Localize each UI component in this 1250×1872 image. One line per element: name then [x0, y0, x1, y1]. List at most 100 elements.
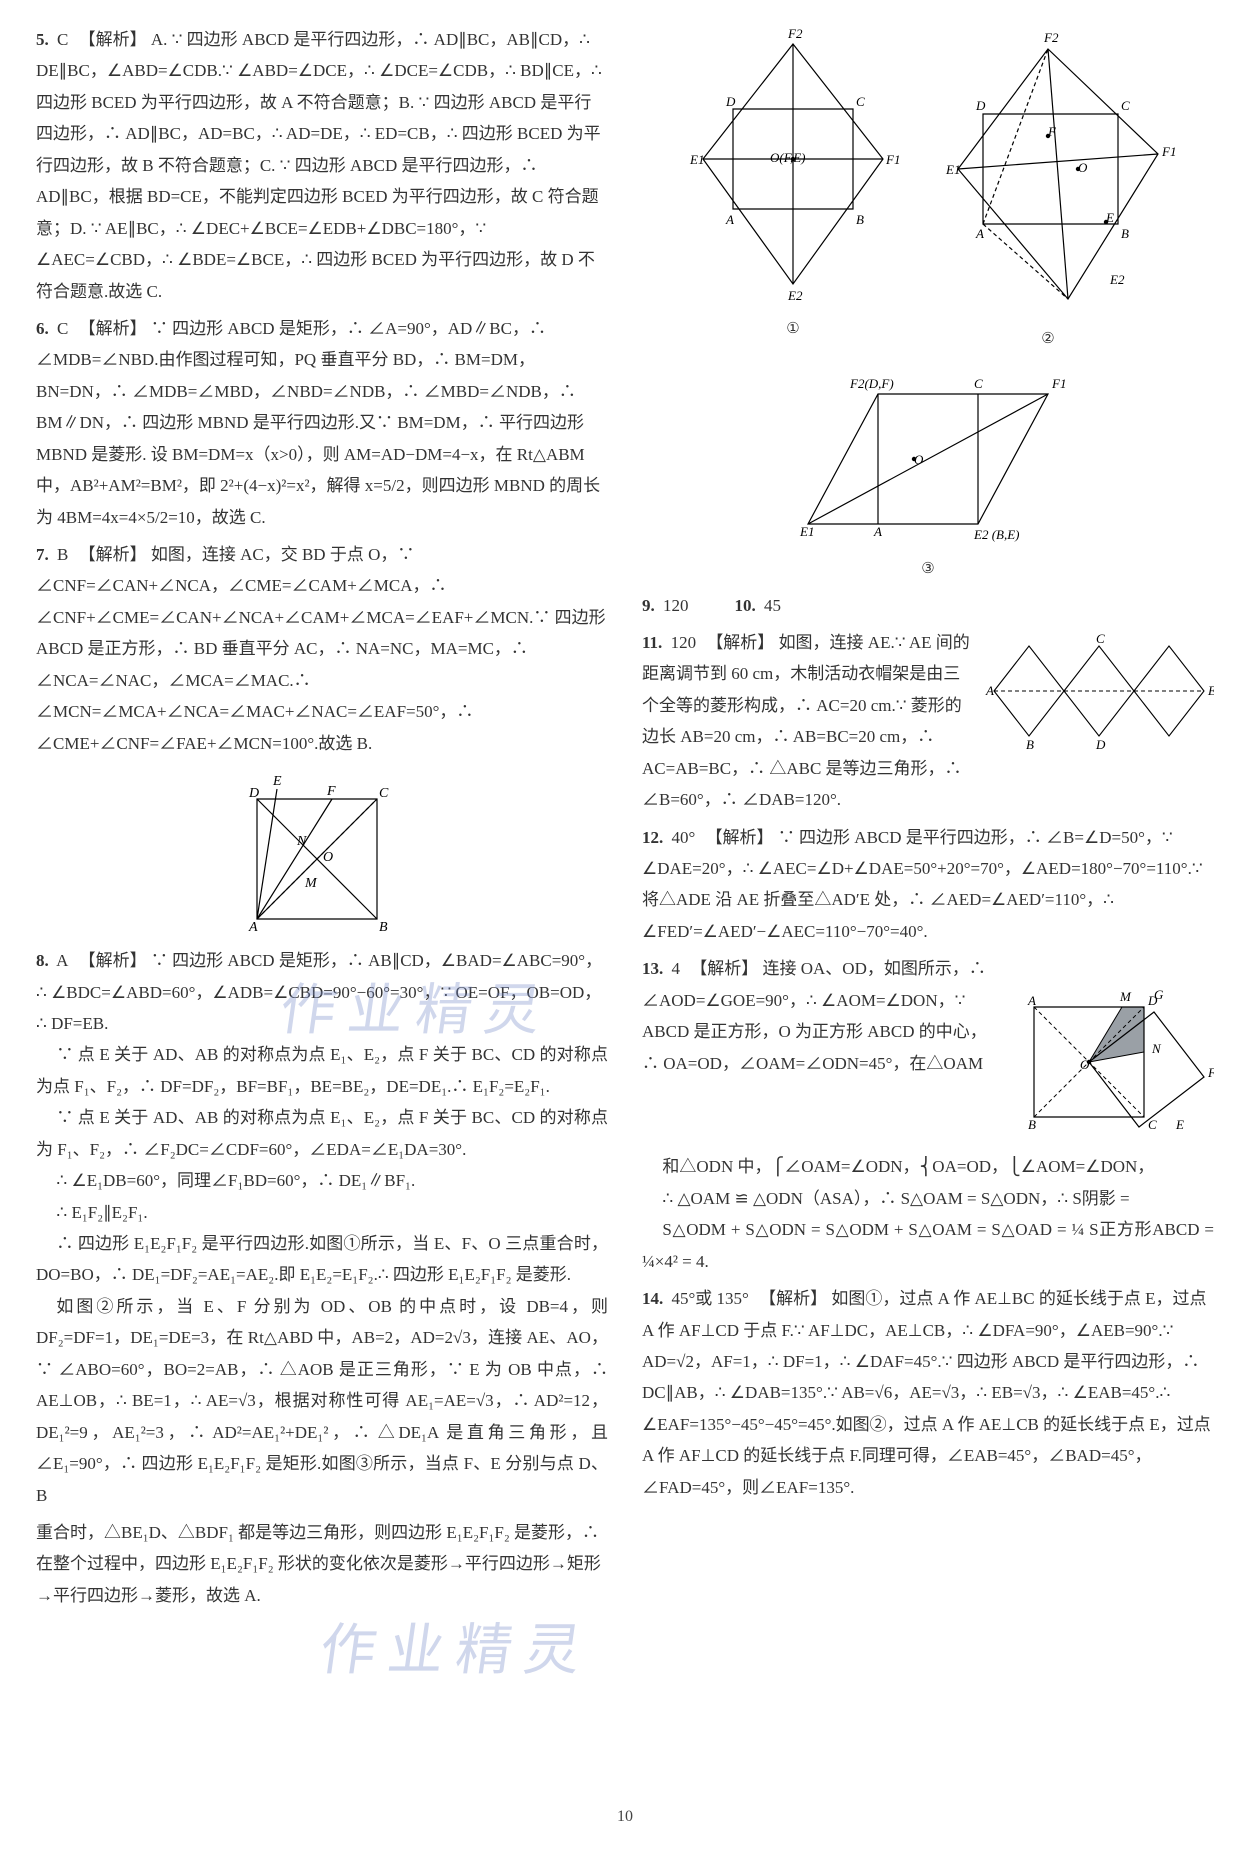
item-12-tag: 【解析】: [706, 828, 774, 847]
svg-text:C: C: [1148, 1117, 1157, 1132]
svg-text:F1: F1: [885, 152, 900, 167]
item-5: 5. C 【解析】 A. ∵ 四边形 ABCD 是平行四边形，∴ AD∥BC，A…: [36, 24, 608, 307]
item-8-p2: ∵ 点 E 关于 AD、AB 的对称点为点 E₁、E₂，点 F 关于 BC、CD…: [36, 1039, 608, 1102]
svg-text:E2 (B,E): E2 (B,E): [973, 527, 1019, 542]
svg-text:O: O: [914, 452, 924, 467]
svg-text:E2: E2: [787, 288, 803, 303]
svg-text:O: O: [1080, 1057, 1090, 1072]
item-11-ans: 120: [671, 633, 697, 652]
item-8-continuation: 重合时，△BE₁D、△BDF₁ 都是等边三角形，则四边形 E₁E₂F₁F₂ 是菱…: [36, 1523, 601, 1605]
item-11-num: 11.: [642, 633, 662, 652]
svg-text:A: A: [985, 683, 994, 698]
svg-text:C: C: [856, 94, 865, 109]
page-columns: 5. C 【解析】 A. ∵ 四边形 ABCD 是平行四边形，∴ AD∥BC，A…: [36, 24, 1214, 1784]
item-7: 7. B 【解析】 如图，连接 AC，交 BD 于点 O，∵ ∠CNF=∠CAN…: [36, 539, 608, 759]
row-9-10: 9. 120 10. 45: [642, 590, 1214, 627]
item-6-ans: C: [57, 319, 68, 338]
item-8-p6: ∴ 四边形 E₁E₂F₁F₂ 是平行四边形.如图①所示，当 E、F、O 三点重合…: [36, 1228, 608, 1291]
item-7-ans: B: [57, 545, 68, 564]
svg-text:E2: E2: [1109, 272, 1125, 287]
item-8-cont: 重合时，△BE₁D、△BDF₁ 都是等边三角形，则四边形 E₁E₂F₁F₂ 是菱…: [36, 1517, 608, 1611]
item-13-text-d: S△ODM + S△ODN = S△ODM + S△OAM = S△OAD = …: [642, 1214, 1214, 1277]
svg-text:A: A: [248, 920, 258, 935]
figure-q8-row1: ABCDE1F1F2E2O(F,E) ① ABCDE1F1F2E2OEF ②: [642, 24, 1214, 354]
svg-text:M: M: [1119, 989, 1132, 1004]
svg-text:N: N: [296, 834, 307, 849]
item-11: ABCDE 11. 120 【解析】 如图，连接 AE.∵ AE 间的距离调节到…: [642, 627, 1214, 816]
item-8-p5: ∴ E₁F₂∥E₂F₁.: [36, 1197, 608, 1228]
item-13: ABCDOMNEFG 13. 4 【解析】 连接 OA、OD，如图所示，∴ ∠A…: [642, 953, 1214, 1277]
svg-text:F2: F2: [1043, 30, 1059, 45]
svg-text:E1: E1: [945, 162, 960, 177]
svg-text:A: A: [975, 226, 984, 241]
item-8-p3: ∵ 点 E 关于 AD、AB 的对称点为点 E₁、E₂，点 F 关于 BC、CD…: [36, 1102, 608, 1165]
fig-q8-2-label: ②: [918, 326, 1178, 354]
item-11-text: 如图，连接 AE.∵ AE 间的距离调节到 60 cm，木制活动衣帽架是由三个全…: [642, 633, 970, 809]
svg-text:B: B: [379, 920, 388, 935]
item-9-num: 9.: [642, 596, 655, 615]
fig-q8-3-label: ③: [642, 556, 1214, 584]
item-13-tag: 【解析】: [690, 959, 758, 978]
svg-text:B: B: [856, 212, 864, 227]
svg-text:F1: F1: [1161, 144, 1176, 159]
svg-text:F2: F2: [787, 26, 803, 41]
item-14-num: 14.: [642, 1289, 663, 1308]
item-10-num: 10.: [735, 596, 756, 615]
svg-text:F1: F1: [1051, 376, 1066, 391]
svg-text:F2(D,F): F2(D,F): [849, 376, 894, 391]
item-12: 12. 40° 【解析】 ∵ 四边形 ABCD 是平行四边形，∴ ∠B=∠D=5…: [642, 822, 1214, 948]
item-6-text: ∵ 四边形 ABCD 是矩形，∴ ∠A=90°，AD∥BC，∴ ∠MDB=∠NB…: [36, 319, 600, 527]
item-13-ans: 4: [672, 959, 681, 978]
figure-q11: ABCDE: [984, 631, 1214, 751]
svg-text:F: F: [1207, 1065, 1214, 1080]
item-13-text-b: 和△ODN 中，⎧∠OAM=∠ODN，⎨OA=OD，⎩∠AOM=∠DON，: [642, 1151, 1214, 1182]
item-8: 8. A 【解析】 ∵ 四边形 ABCD 是矩形，∴ AB∥CD，∠BAD=∠A…: [36, 945, 608, 1511]
svg-text:A: A: [1027, 993, 1036, 1008]
svg-text:O: O: [323, 850, 333, 865]
item-12-ans: 40°: [672, 828, 696, 847]
item-5-tag: 【解析】: [79, 30, 147, 49]
svg-text:D: D: [1095, 737, 1106, 751]
item-8-num: 8.: [36, 951, 49, 970]
svg-text:B: B: [1028, 1117, 1036, 1132]
item-7-num: 7.: [36, 545, 49, 564]
svg-text:E: E: [272, 774, 282, 789]
item-5-num: 5.: [36, 30, 49, 49]
item-13-num: 13.: [642, 959, 663, 978]
svg-text:A: A: [873, 524, 882, 539]
svg-text:E1: E1: [689, 152, 704, 167]
svg-text:D: D: [975, 98, 986, 113]
svg-text:C: C: [379, 786, 389, 801]
svg-text:M: M: [304, 876, 318, 891]
item-5-text: A. ∵ 四边形 ABCD 是平行四边形，∴ AD∥BC，AB∥CD，∴ DE∥…: [36, 30, 602, 301]
item-12-num: 12.: [642, 828, 663, 847]
svg-text:E: E: [1175, 1117, 1184, 1132]
svg-text:N: N: [1151, 1041, 1162, 1056]
item-8-p7: 如图②所示，当 E、F 分别为 OD、OB 的中点时，设 DB=4，则 DF₂=…: [36, 1291, 608, 1511]
svg-text:E: E: [1207, 683, 1214, 698]
svg-text:D: D: [248, 786, 259, 801]
svg-text:B: B: [1121, 226, 1129, 241]
item-6: 6. C 【解析】 ∵ 四边形 ABCD 是矩形，∴ ∠A=90°，AD∥BC，…: [36, 313, 608, 533]
svg-text:O(F,E): O(F,E): [770, 150, 806, 165]
item-10-ans: 45: [764, 596, 781, 615]
figure-q7: A B C DE F OM N: [36, 769, 608, 939]
item-8-tag: 【解析】: [79, 951, 147, 970]
item-8-ans: A: [56, 951, 68, 970]
figure-q13: ABCDOMNEFG: [1004, 957, 1214, 1147]
svg-text:E: E: [1105, 210, 1114, 225]
svg-text:G: G: [1154, 987, 1164, 1002]
item-7-tag: 【解析】: [79, 545, 147, 564]
svg-text:E1: E1: [799, 524, 814, 539]
svg-text:C: C: [1121, 98, 1130, 113]
svg-text:D: D: [725, 94, 736, 109]
item-14-text: 如图①，过点 A 作 AE⊥BC 的延长线于点 E，过点 A 作 AF⊥CD 于…: [642, 1289, 1211, 1497]
svg-text:F: F: [326, 784, 336, 799]
item-11-tag: 【解析】: [706, 633, 774, 652]
item-14: 14. 45°或 135° 【解析】 如图①，过点 A 作 AE⊥BC 的延长线…: [642, 1283, 1214, 1503]
item-14-ans: 45°或 135°: [672, 1289, 749, 1308]
svg-text:C: C: [1096, 631, 1105, 646]
item-7-text: 如图，连接 AC，交 BD 于点 O，∵ ∠CNF=∠CAN+∠NCA，∠CME…: [36, 545, 606, 753]
figure-q8-3: E1AE2 (B,E)F2(D,F)CF1O ③: [642, 364, 1214, 584]
page-number: 10: [36, 1802, 1214, 1832]
